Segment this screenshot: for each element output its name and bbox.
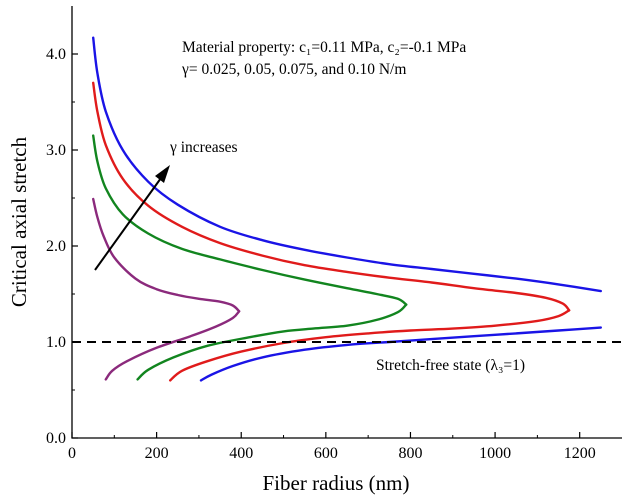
gamma-arrow-shaft bbox=[94, 177, 162, 271]
gamma-arrow-head bbox=[155, 165, 170, 183]
gamma-increases-annotation: γ increases bbox=[169, 139, 238, 156]
gamma-values-annotation: γ= 0.025, 0.05, 0.075, and 0.10 N/m bbox=[181, 61, 406, 78]
y-axis-title: Critical axial stretch bbox=[7, 136, 31, 307]
material-property-annotation: Material property: c₁=0.11 MPa, c₂=-0.1 … bbox=[182, 39, 466, 56]
x-tick-label: 200 bbox=[145, 445, 169, 462]
series-4-upper-branch bbox=[92, 36, 602, 293]
gamma-arrow bbox=[94, 165, 170, 271]
x-tick-label: 1200 bbox=[564, 445, 596, 462]
y-tick-label: 2.0 bbox=[46, 238, 66, 255]
y-tick-label: 0.0 bbox=[46, 430, 66, 447]
x-tick-label: 600 bbox=[314, 445, 338, 462]
series-4-lower-branch bbox=[199, 326, 602, 382]
series-2-upper-branch bbox=[92, 134, 408, 306]
x-tick-label: 400 bbox=[229, 445, 253, 462]
x-tick-label: 800 bbox=[398, 445, 422, 462]
series-3-upper-branch bbox=[92, 81, 571, 312]
series-2-lower-branch bbox=[136, 303, 408, 381]
series-1-lower-branch bbox=[104, 310, 241, 381]
x-axis-title: Fiber radius (nm) bbox=[263, 471, 410, 495]
y-tick-label: 3.0 bbox=[46, 142, 66, 159]
series-1-upper-branch bbox=[92, 197, 241, 313]
stretch-free-annotation: Stretch-free state (λ₃=1) bbox=[376, 357, 525, 374]
series-layer bbox=[92, 36, 602, 382]
tick-layer: 0 200 400 600 800 1000 1200 0.0 1.0 2.0 3.0 4.0 bbox=[46, 46, 596, 462]
x-tick-label: 0 bbox=[68, 445, 76, 462]
series-3-lower-branch bbox=[169, 309, 571, 382]
y-tick-label: 1.0 bbox=[46, 334, 66, 351]
y-tick-label: 4.0 bbox=[46, 46, 66, 63]
x-tick-label: 1000 bbox=[479, 445, 511, 462]
